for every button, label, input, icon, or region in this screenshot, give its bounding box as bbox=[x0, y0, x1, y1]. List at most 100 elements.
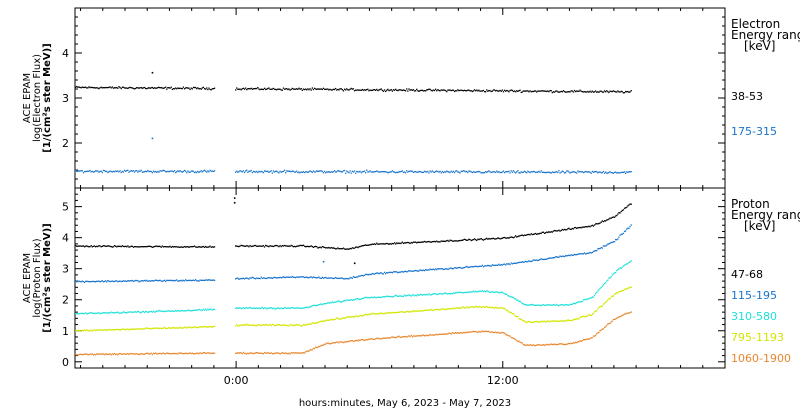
data-point bbox=[170, 86, 172, 88]
data-point bbox=[136, 87, 138, 89]
data-point bbox=[592, 171, 595, 173]
data-point bbox=[531, 344, 533, 347]
data-point bbox=[139, 280, 141, 282]
data-point bbox=[619, 315, 621, 318]
data-point bbox=[538, 321, 540, 323]
data-point bbox=[566, 91, 568, 93]
data-point bbox=[486, 330, 488, 333]
data-point bbox=[380, 243, 382, 245]
data-point bbox=[500, 307, 502, 309]
data-point bbox=[608, 91, 610, 94]
data-point bbox=[501, 306, 503, 309]
data-point bbox=[385, 273, 387, 275]
data-point bbox=[298, 276, 300, 278]
data-point bbox=[399, 295, 401, 297]
data-point bbox=[149, 353, 151, 355]
data-point bbox=[138, 328, 140, 330]
data-point bbox=[339, 341, 341, 343]
data-point bbox=[161, 245, 163, 247]
data-point bbox=[322, 87, 325, 89]
data-point bbox=[90, 86, 92, 89]
data-point bbox=[562, 90, 565, 92]
data-point bbox=[586, 315, 588, 317]
data-point bbox=[576, 90, 578, 92]
data-point bbox=[535, 320, 537, 323]
data-point bbox=[198, 246, 200, 248]
data-point bbox=[313, 348, 316, 350]
data-point bbox=[581, 91, 583, 93]
data-point bbox=[175, 246, 177, 248]
data-point bbox=[347, 299, 349, 301]
data-point bbox=[419, 269, 421, 271]
data-point bbox=[116, 87, 118, 89]
data-point bbox=[471, 171, 473, 174]
data-point bbox=[336, 301, 338, 303]
data-point bbox=[140, 280, 142, 282]
data-point bbox=[487, 90, 489, 92]
data-point bbox=[312, 88, 315, 91]
data-point bbox=[250, 324, 252, 326]
data-point bbox=[290, 324, 292, 326]
data-point bbox=[148, 87, 150, 89]
data-point bbox=[446, 170, 448, 172]
data-point bbox=[331, 342, 333, 344]
data-point bbox=[342, 247, 345, 249]
data-point bbox=[188, 87, 190, 89]
data-point bbox=[130, 280, 132, 282]
data-point bbox=[573, 171, 576, 173]
data-point bbox=[453, 171, 456, 174]
data-point bbox=[300, 171, 302, 173]
data-point bbox=[168, 246, 170, 248]
data-point bbox=[609, 90, 611, 92]
data-point bbox=[440, 309, 442, 311]
data-point bbox=[620, 267, 622, 269]
data-point bbox=[605, 91, 607, 93]
data-point bbox=[498, 292, 500, 294]
data-point bbox=[287, 170, 289, 172]
data-point bbox=[196, 246, 198, 248]
data-point bbox=[140, 87, 142, 89]
data-point bbox=[312, 304, 315, 306]
data-point bbox=[199, 279, 201, 281]
data-point bbox=[159, 310, 161, 312]
data-point bbox=[537, 321, 539, 323]
data-point bbox=[246, 169, 248, 171]
data-point bbox=[268, 307, 270, 309]
data-point bbox=[255, 171, 257, 173]
data-point bbox=[561, 170, 563, 172]
data-point bbox=[576, 227, 578, 229]
data-point bbox=[425, 335, 427, 337]
data-point bbox=[328, 246, 330, 249]
data-point bbox=[268, 246, 270, 248]
data-point bbox=[279, 88, 281, 90]
data-point bbox=[498, 307, 500, 309]
data-point bbox=[442, 240, 445, 242]
data-point bbox=[111, 353, 113, 355]
data-point bbox=[318, 304, 320, 306]
data-point bbox=[358, 171, 360, 173]
data-point bbox=[623, 207, 626, 209]
data-point bbox=[517, 235, 519, 238]
data-point bbox=[288, 352, 290, 354]
data-point bbox=[128, 329, 130, 331]
data-point bbox=[156, 245, 158, 247]
data-point bbox=[207, 279, 209, 281]
data-point bbox=[362, 245, 365, 247]
data-point bbox=[125, 87, 127, 89]
data-point bbox=[370, 273, 372, 276]
data-point bbox=[556, 230, 558, 232]
data-point bbox=[317, 276, 319, 279]
data-point bbox=[568, 91, 570, 93]
data-point bbox=[558, 256, 560, 258]
data-point bbox=[595, 250, 597, 252]
data-point bbox=[241, 324, 243, 326]
data-point bbox=[595, 292, 597, 295]
data-point bbox=[253, 324, 256, 326]
data-point bbox=[382, 337, 385, 339]
data-point bbox=[342, 317, 345, 319]
data-point bbox=[472, 266, 475, 268]
data-point bbox=[536, 233, 538, 235]
data-point bbox=[88, 281, 90, 283]
data-point bbox=[525, 321, 527, 323]
data-point bbox=[317, 304, 319, 306]
